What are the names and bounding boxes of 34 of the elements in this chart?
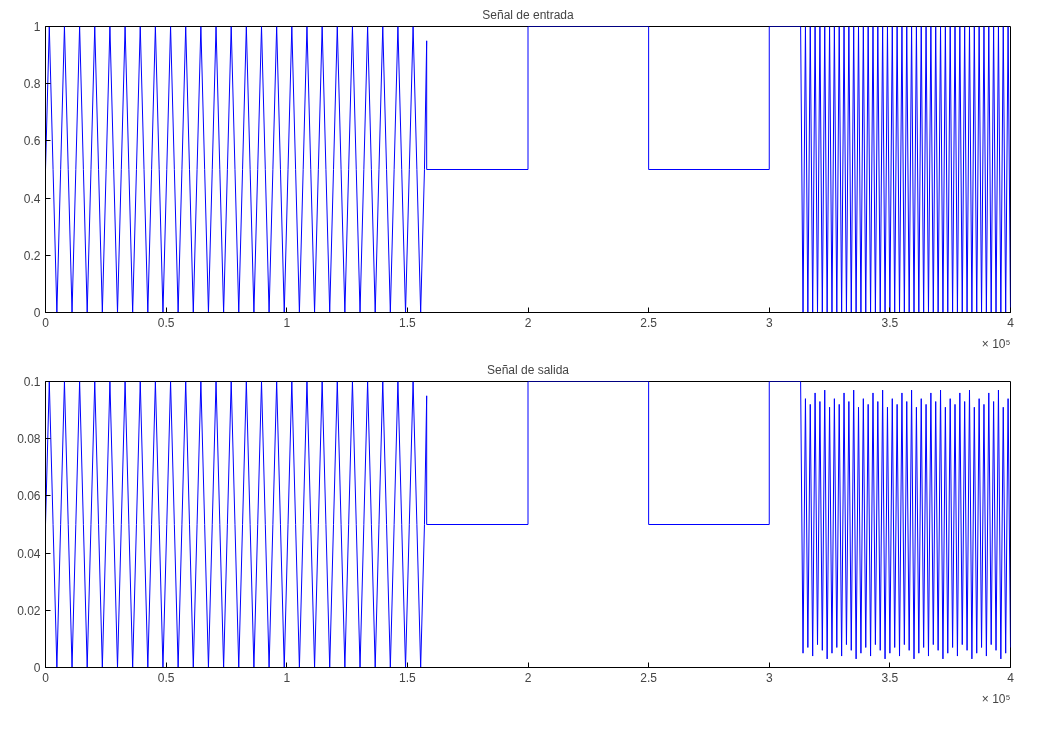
x-tick-label: 3 bbox=[765, 670, 773, 685]
y-tick-label: 0.02 bbox=[17, 603, 41, 618]
x-tick-label: 2.5 bbox=[640, 315, 658, 330]
y-tick-label: 0.1 bbox=[23, 375, 41, 389]
y-tick-label: 0.04 bbox=[17, 546, 41, 561]
chart-title: Señal de salida bbox=[486, 362, 570, 377]
x-tick-label: 0.5 bbox=[157, 670, 175, 685]
x-tick-label: 2.5 bbox=[640, 670, 658, 685]
x-tick-label: 0.5 bbox=[157, 315, 175, 330]
chart-title: Señal de entrada bbox=[482, 7, 575, 22]
x-tick-label: 3 bbox=[765, 315, 773, 330]
x-tick-label: 2 bbox=[524, 670, 532, 685]
x-tick-label: 1.5 bbox=[399, 315, 417, 330]
x-tick-label: 1 bbox=[283, 670, 291, 685]
y-tick-label: 0 bbox=[33, 661, 41, 675]
x-tick-label: 4 bbox=[1007, 315, 1015, 330]
y-tick-label: 1 bbox=[33, 20, 41, 34]
y-tick-label: 0.08 bbox=[17, 432, 41, 447]
x-tick-label: 2 bbox=[524, 315, 532, 330]
x-tick-label: 1 bbox=[283, 315, 291, 330]
y-tick-label: 0.06 bbox=[17, 489, 41, 504]
text: × 10⁵ bbox=[981, 691, 1011, 706]
y-tick-label: 0.2 bbox=[23, 248, 41, 263]
x-tick-label: 4 bbox=[1007, 670, 1015, 685]
text: × 10⁵ bbox=[981, 336, 1011, 351]
x-tick-label: 3.5 bbox=[881, 670, 899, 685]
y-tick-label: 0 bbox=[33, 306, 41, 320]
y-tick-label: 0.4 bbox=[23, 191, 41, 206]
line-series bbox=[45, 26, 1011, 313]
y-tick-label: 0.8 bbox=[23, 77, 41, 92]
y-tick-label: 0.6 bbox=[23, 134, 41, 149]
x-tick-label: 3.5 bbox=[881, 315, 899, 330]
x-tick-label: 1.5 bbox=[399, 670, 417, 685]
line-series bbox=[45, 381, 1011, 668]
